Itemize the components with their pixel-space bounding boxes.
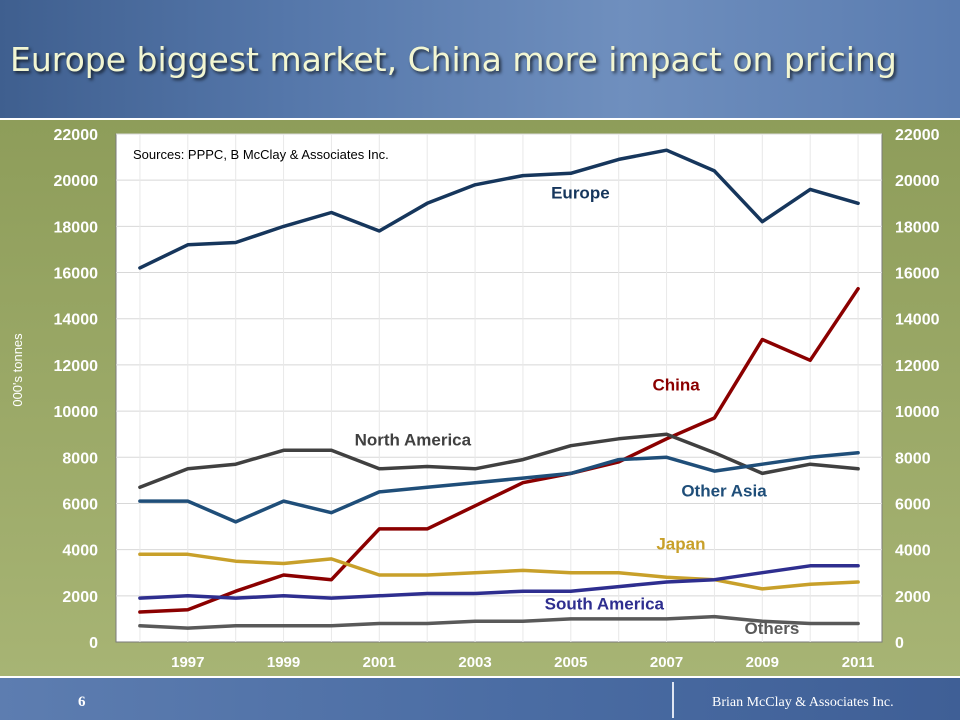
y-tick-label-left: 18000 bbox=[54, 219, 99, 236]
x-tick-label: 2005 bbox=[554, 654, 587, 671]
y-tick-label-right: 12000 bbox=[895, 358, 940, 375]
x-tick-label: 2009 bbox=[746, 654, 779, 671]
y-tick-label-left: 14000 bbox=[54, 312, 99, 329]
title-bar bbox=[0, 0, 960, 118]
series-line-other-asia bbox=[138, 450, 860, 524]
series-label: Europe bbox=[551, 184, 610, 203]
slide-title: Europe biggest market, China more impact… bbox=[10, 40, 897, 79]
y-tick-label-right: 0 bbox=[895, 635, 904, 652]
x-tick-label: 2011 bbox=[842, 654, 875, 671]
y-tick-label-left: 4000 bbox=[62, 543, 98, 560]
gridlines bbox=[116, 133, 882, 642]
series-line-south-america bbox=[138, 564, 860, 600]
y-tick-label-right: 2000 bbox=[895, 589, 931, 606]
x-tick-label: 1999 bbox=[267, 654, 300, 671]
source-note: Sources: PPPC, B McClay & Associates Inc… bbox=[133, 147, 389, 162]
series-label: China bbox=[653, 375, 701, 394]
y-tick-label-right: 4000 bbox=[895, 543, 931, 560]
y-tick-label-left: 2000 bbox=[62, 589, 98, 606]
x-tick-label: 1997 bbox=[171, 654, 204, 671]
footer-divider bbox=[672, 682, 674, 718]
series-line-others bbox=[138, 614, 860, 630]
series-label: South America bbox=[545, 595, 665, 614]
y-tick-label-left: 22000 bbox=[54, 127, 99, 144]
line-chart: Europe China North America Other Asia Japan S… bbox=[0, 120, 960, 676]
x-tick-label: 2003 bbox=[458, 654, 491, 671]
series-line-china bbox=[138, 286, 860, 614]
y-axis-title: 000's tonnes bbox=[10, 333, 25, 407]
y-tick-label-right: 18000 bbox=[895, 219, 940, 236]
y-tick-label-left: 10000 bbox=[54, 404, 99, 421]
page-number: 6 bbox=[78, 694, 86, 710]
series-line-north-america bbox=[138, 432, 860, 490]
y-tick-label-right: 8000 bbox=[895, 450, 931, 467]
x-axis: 1997 1999 2001 2003 2005 2007 2009 2011 bbox=[171, 654, 874, 671]
y-tick-label-left: 12000 bbox=[54, 358, 99, 375]
y-axis-left: 0 2000 4000 6000 8000 10000 12000 14000 16000 180… bbox=[54, 127, 99, 652]
y-tick-label-right: 20000 bbox=[895, 173, 940, 190]
y-tick-label-right: 14000 bbox=[895, 312, 940, 329]
series-labels: Europe China North America Other Asia Japan S… bbox=[355, 184, 800, 638]
y-tick-label-right: 22000 bbox=[895, 127, 940, 144]
y-tick-label-right: 6000 bbox=[895, 496, 931, 513]
footer-bar bbox=[0, 678, 960, 720]
y-tick-label-left: 0 bbox=[89, 635, 98, 652]
series-lines bbox=[138, 148, 860, 630]
y-tick-label-right: 16000 bbox=[895, 266, 940, 283]
y-axis-right: 0 2000 4000 6000 8000 10000 12000 14000 16000 180… bbox=[895, 127, 940, 652]
y-tick-label-left: 20000 bbox=[54, 173, 99, 190]
series-label: Japan bbox=[656, 535, 705, 554]
y-tick-label-right: 10000 bbox=[895, 404, 940, 421]
plot-area bbox=[115, 133, 883, 643]
x-tick-label: 2007 bbox=[650, 654, 683, 671]
series-label: Others bbox=[744, 619, 799, 638]
y-tick-label-left: 16000 bbox=[54, 266, 99, 283]
x-tick-label: 2001 bbox=[363, 654, 396, 671]
footer-credit: Brian McClay & Associates Inc. bbox=[712, 695, 894, 710]
series-line-japan bbox=[138, 552, 860, 591]
series-label: North America bbox=[355, 431, 472, 450]
y-tick-label-left: 6000 bbox=[62, 496, 98, 513]
y-tick-label-left: 8000 bbox=[62, 450, 98, 467]
series-line-europe bbox=[138, 148, 860, 270]
series-label: Other Asia bbox=[681, 482, 767, 501]
